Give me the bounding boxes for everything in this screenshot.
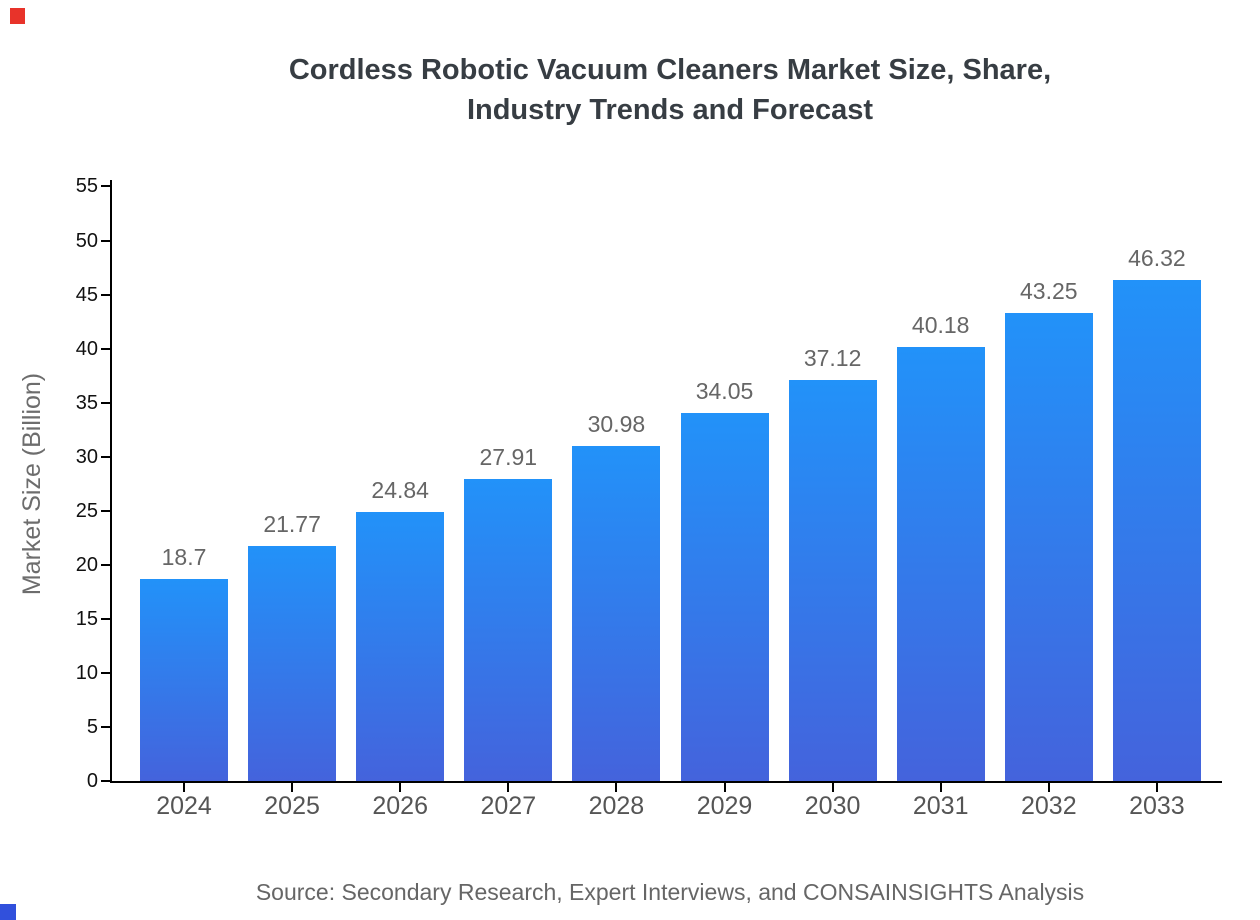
y-tick [101,509,110,512]
source-note: Source: Secondary Research, Expert Inter… [255,879,1085,905]
chart-title-line1: Cordless Robotic Vacuum Cleaners Market … [288,54,1052,86]
x-tick-label: 2026 [372,792,428,820]
bar-2024 [140,578,228,781]
x-tick-label: 2029 [696,792,753,820]
x-tick [723,783,726,792]
bar-value-label: 27.91 [479,444,538,471]
bar-value-label: 37.12 [803,344,862,371]
x-tick [1155,783,1158,792]
y-tick-label: 55 [75,175,98,198]
bar-value-label: 30.98 [587,411,646,438]
x-tick [183,783,185,792]
bar-2028 [572,446,661,781]
x-tick-label: 2032 [1020,792,1077,820]
bar-2026 [356,512,445,781]
y-tick-label: 0 [86,770,98,792]
y-tick [101,725,110,728]
bar-2032 [1004,313,1093,781]
bar-2025 [248,545,337,781]
bar-2027 [464,479,553,781]
bar-2029 [680,412,769,781]
chart-title-line2: Industry Trends and Forecast [466,94,874,126]
x-tick-label: 2033 [1129,792,1185,820]
x-tick [615,783,618,792]
x-tick-label: 2025 [264,792,320,820]
bar-value-label: 40.18 [911,311,970,338]
x-tick-label: 2027 [480,792,537,820]
y-tick [101,563,110,566]
y-tick-label: 35 [75,391,98,414]
x-tick [939,783,942,792]
y-tick-label: 20 [75,553,98,576]
y-tick-label: 10 [75,661,98,684]
bar-value-label: 21.77 [263,510,321,537]
y-tick [101,455,110,458]
red-corner-marker [10,8,25,24]
blue-corner-marker [0,904,16,920]
y-tick [101,239,110,242]
y-tick-label: 5 [86,715,98,738]
y-axis-line [110,180,112,783]
x-axis-line [110,781,1222,783]
bar-value-label: 34.05 [695,377,754,404]
y-tick-label: 50 [75,229,98,252]
x-tick [507,783,510,792]
bar-value-label: 18.7 [161,543,207,570]
y-tick [101,185,110,188]
bar-2033 [1112,280,1201,781]
y-tick-label: 30 [75,445,98,468]
x-tick-label: 2030 [804,792,861,820]
x-tick-label: 2024 [156,792,212,820]
x-tick-label: 2031 [912,792,969,820]
x-tick [399,783,402,792]
chart-title: Cordless Robotic Vacuum Cleaners Market … [80,50,1260,130]
y-tick-label: 40 [75,337,98,360]
bar-value-label: 24.84 [371,477,429,504]
y-tick [101,293,110,296]
x-tick [291,783,294,792]
y-tick [101,347,110,350]
y-tick [101,671,110,674]
bar-2031 [896,346,985,781]
y-tick [101,780,110,782]
x-tick [1047,783,1050,792]
x-tick-label: 2028 [588,792,645,820]
bar-value-label: 46.32 [1128,245,1186,272]
y-tick-label: 25 [75,499,98,522]
y-tick-label: 15 [75,607,98,630]
bar-2030 [788,379,877,781]
y-tick-label: 45 [75,283,98,306]
bar-value-label: 43.25 [1020,278,1078,305]
y-tick [101,617,110,620]
y-tick [101,401,110,404]
x-tick [831,783,834,792]
